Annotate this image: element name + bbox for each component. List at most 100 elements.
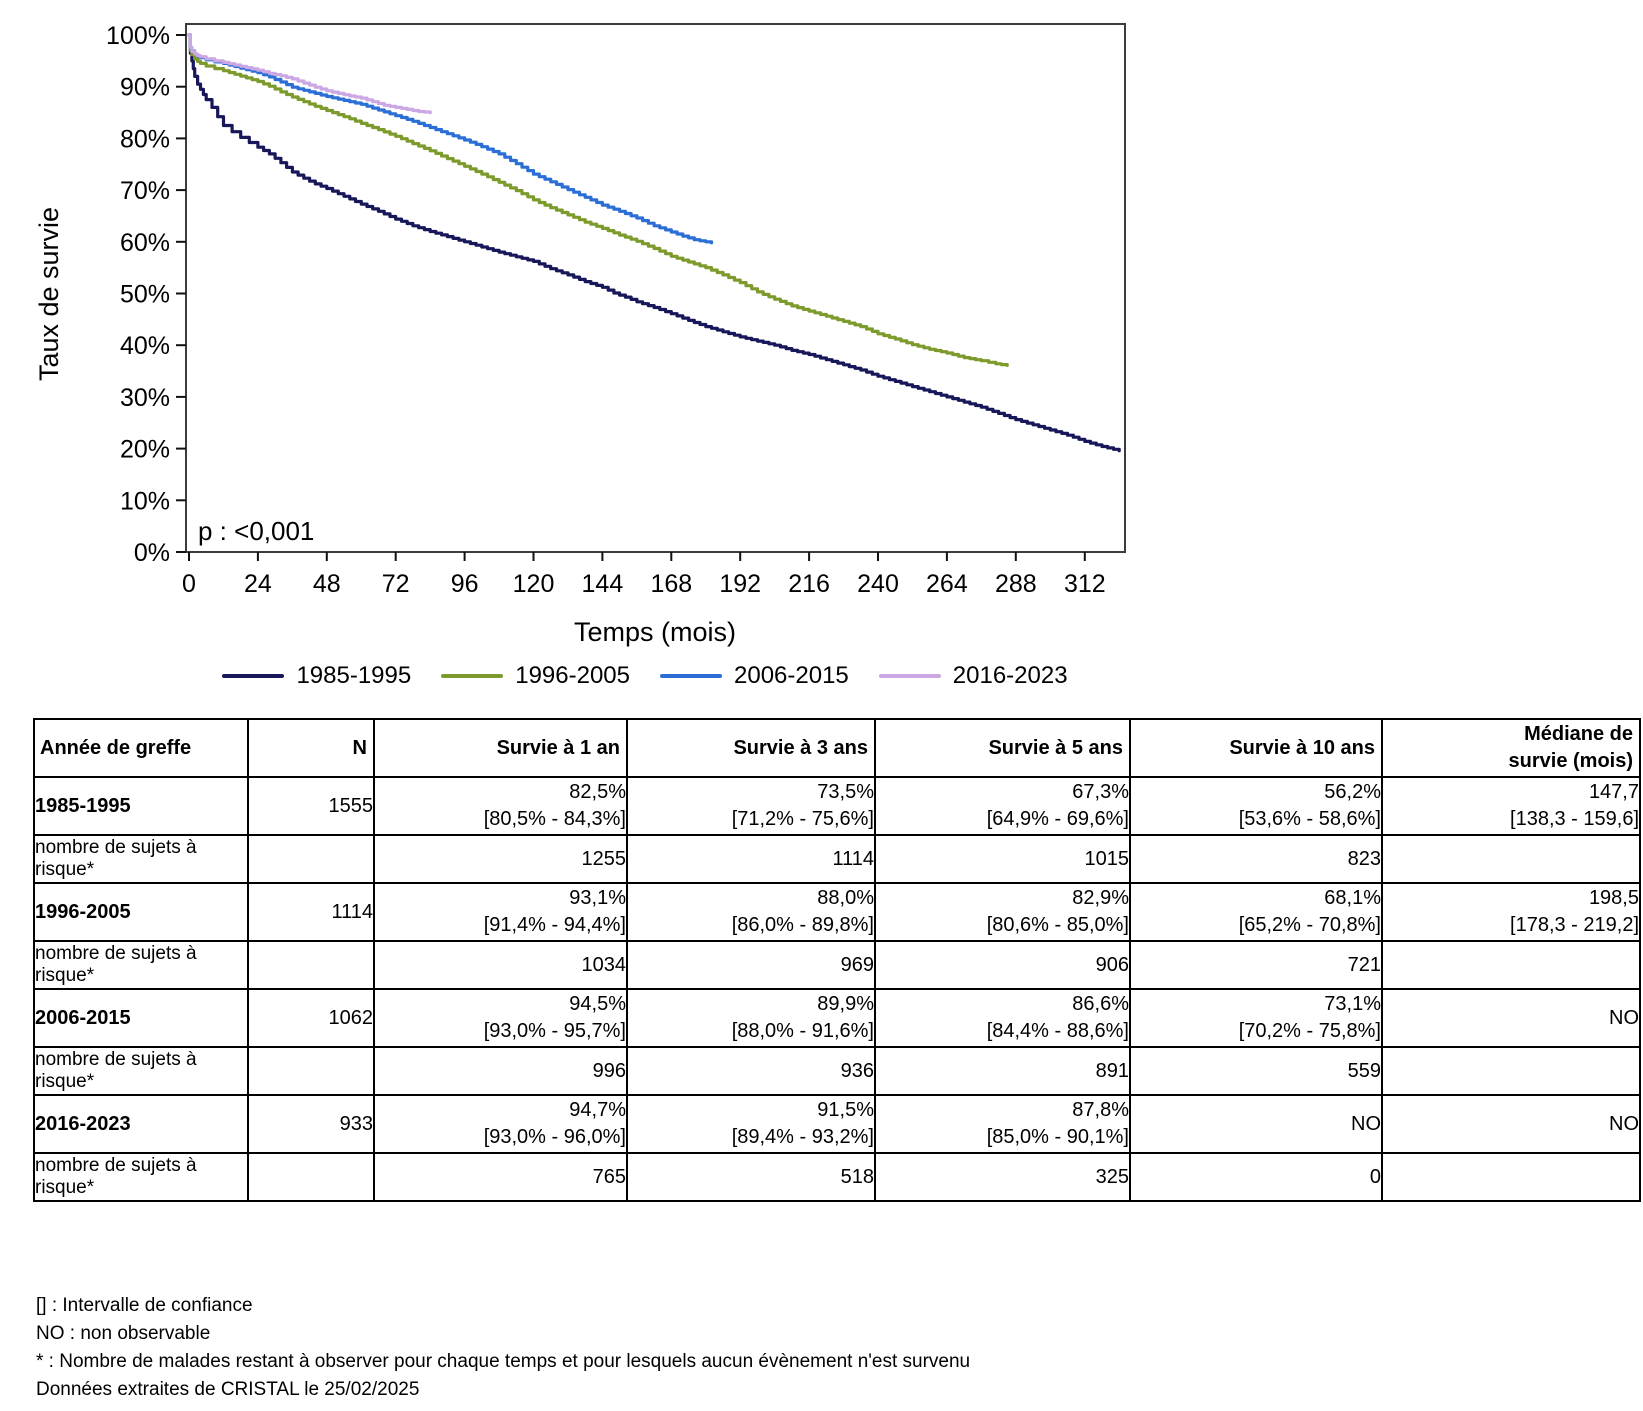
y-tick-label: 80% bbox=[120, 125, 170, 153]
cell-value: 147,7 bbox=[1588, 781, 1639, 803]
cell-risk-label: nombre de sujets à risque* bbox=[33, 1152, 249, 1202]
y-tick-label: 50% bbox=[120, 281, 170, 309]
x-tick-label: 216 bbox=[788, 570, 830, 598]
cell-survie-3ans: 88,0% [86,0% - 89,8%] bbox=[626, 882, 876, 942]
cell-confidence-interval: [80,6% - 85,0%] bbox=[986, 914, 1129, 936]
cell-value: 86,6% bbox=[1072, 993, 1129, 1015]
cell-confidence-interval: [70,2% - 75,8%] bbox=[1238, 1020, 1381, 1042]
cell-risk-1an: 1034 bbox=[373, 940, 628, 990]
plot-border bbox=[185, 23, 1126, 553]
col-header-mediane-line2: survie (mois) bbox=[1508, 750, 1633, 772]
cell-value: 82,9% bbox=[1072, 887, 1129, 909]
legend-item-2006-2015: 2006-2015 bbox=[660, 662, 849, 690]
cell-value: 73,5% bbox=[817, 781, 874, 803]
table-row-2006-2015: 2006-2015 1062 94,5% [93,0% - 95,7%] 89,9% [8… bbox=[33, 988, 1641, 1048]
x-tick-label: 264 bbox=[926, 570, 968, 598]
footnote-risk-definition: * : Nombre de malades restant à observer… bbox=[36, 1351, 971, 1372]
y-tick-label: 20% bbox=[120, 436, 170, 464]
cell-empty bbox=[247, 940, 375, 990]
chart-legend: 1985-1995 1996-2005 2006-2015 2016-2023 bbox=[0, 662, 1290, 690]
cell-risk-5ans: 906 bbox=[874, 940, 1131, 990]
cell-value: 91,5% bbox=[817, 1099, 874, 1121]
cell-empty bbox=[247, 1046, 375, 1096]
x-tick-label: 24 bbox=[244, 570, 272, 598]
x-tick-label: 192 bbox=[719, 570, 761, 598]
y-tick-label: 10% bbox=[120, 487, 170, 515]
legend-label: 1996-2005 bbox=[515, 662, 630, 689]
x-tick-label: 288 bbox=[995, 570, 1037, 598]
cell-survie-1an: 94,7% [93,0% - 96,0%] bbox=[373, 1094, 628, 1154]
cell-confidence-interval: [80,5% - 84,3%] bbox=[483, 808, 626, 830]
legend-item-1985-1995: 1985-1995 bbox=[222, 662, 411, 690]
cell-confidence-interval: [89,4% - 93,2%] bbox=[731, 1126, 874, 1148]
cell-value: 89,9% bbox=[817, 993, 874, 1015]
cell-cohort-label: 2016-2023 bbox=[33, 1094, 249, 1154]
col-header-survie-3ans: Survie à 3 ans bbox=[626, 718, 876, 778]
cell-empty bbox=[247, 834, 375, 884]
x-tick-label: 96 bbox=[451, 570, 479, 598]
col-header-mediane-line1: Médiane de bbox=[1524, 723, 1633, 745]
cell-survie-3ans: 91,5% [89,4% - 93,2%] bbox=[626, 1094, 876, 1154]
cell-risk-1an: 996 bbox=[373, 1046, 628, 1096]
cell-survie-3ans: 73,5% [71,2% - 75,6%] bbox=[626, 776, 876, 836]
legend-label: 1985-1995 bbox=[296, 662, 412, 689]
cell-risk-5ans: 325 bbox=[874, 1152, 1131, 1202]
y-tick-label: 70% bbox=[120, 177, 170, 205]
cell-risk-5ans: 891 bbox=[874, 1046, 1131, 1096]
cell-n: 1555 bbox=[247, 776, 375, 836]
cell-n: 1062 bbox=[247, 988, 375, 1048]
col-header-survie-10ans: Survie à 10 ans bbox=[1129, 718, 1383, 778]
cell-value: 73,1% bbox=[1324, 993, 1381, 1015]
y-axis-title: Taux de survie bbox=[34, 207, 64, 381]
cell-confidence-interval: [84,4% - 88,6%] bbox=[986, 1020, 1129, 1042]
footnote-data-source: Données extraites de CRISTAL le 25/02/20… bbox=[36, 1379, 420, 1400]
cell-survie-5ans: 82,9% [80,6% - 85,0%] bbox=[874, 882, 1131, 942]
cell-confidence-interval: [64,9% - 69,6%] bbox=[986, 808, 1129, 830]
cell-mediane: NO bbox=[1381, 988, 1641, 1048]
table-header-row: Année de greffe N Survie à 1 an Survie à… bbox=[33, 718, 1641, 778]
col-header-mediane: Médiane de survie (mois) bbox=[1381, 718, 1641, 778]
x-tick-label: 144 bbox=[582, 570, 624, 598]
survival-curves bbox=[187, 33, 1121, 453]
col-header-survie-5ans: Survie à 5 ans bbox=[874, 718, 1131, 778]
cell-risk-10ans: 559 bbox=[1129, 1046, 1383, 1096]
cell-cohort-label: 1985-1995 bbox=[33, 776, 249, 836]
cell-value: 67,3% bbox=[1072, 781, 1129, 803]
cell-risk-3ans: 518 bbox=[626, 1152, 876, 1202]
cell-confidence-interval: [85,0% - 90,1%] bbox=[986, 1126, 1129, 1148]
table-row-risk-1985-1995: nombre de sujets à risque* 1255 1114 1015 82… bbox=[33, 834, 1641, 884]
y-tick-label: 60% bbox=[120, 229, 170, 257]
cell-value: 56,2% bbox=[1324, 781, 1381, 803]
cell-n: 1114 bbox=[247, 882, 375, 942]
cell-survie-10ans: NO bbox=[1129, 1094, 1383, 1154]
cell-survie-1an: 93,1% [91,4% - 94,4%] bbox=[373, 882, 628, 942]
legend-line-1996-2005-icon bbox=[441, 674, 504, 678]
col-header-n: N bbox=[247, 718, 375, 778]
cell-confidence-interval: [138,3 - 159,6] bbox=[1510, 808, 1639, 830]
cell-value: 94,7% bbox=[569, 1099, 626, 1121]
cell-survie-5ans: 67,3% [64,9% - 69,6%] bbox=[874, 776, 1131, 836]
survival-curve-2016-2023 bbox=[187, 33, 432, 115]
cell-value: 87,8% bbox=[1072, 1099, 1129, 1121]
x-axis-title: Temps (mois) bbox=[574, 617, 736, 647]
y-tick-label: 100% bbox=[106, 22, 170, 50]
cell-risk-3ans: 1114 bbox=[626, 834, 876, 884]
cell-confidence-interval: [53,6% - 58,6%] bbox=[1238, 808, 1381, 830]
table-row-risk-2006-2015: nombre de sujets à risque* 996 936 891 559 bbox=[33, 1046, 1641, 1096]
cell-risk-10ans: 721 bbox=[1129, 940, 1383, 990]
cell-risk-label: nombre de sujets à risque* bbox=[33, 1046, 249, 1096]
survival-chart: 0% 10% 20% 30% 40% 50% 60% 70% 80% 90% 100% 0 24 48 7… bbox=[34, 22, 1126, 647]
cell-risk-3ans: 969 bbox=[626, 940, 876, 990]
legend-line-2016-2023-icon bbox=[878, 674, 941, 678]
footnote-non-observable: NO : non observable bbox=[36, 1323, 211, 1344]
legend-line-1985-1995-icon bbox=[222, 674, 285, 678]
survival-curve-1996-2005 bbox=[187, 33, 1009, 367]
legend-label: 2016-2023 bbox=[952, 662, 1068, 689]
legend-item-2016-2023: 2016-2023 bbox=[878, 662, 1068, 690]
cell-risk-10ans: 823 bbox=[1129, 834, 1383, 884]
footnote-confidence-interval: [] : Intervalle de confiance bbox=[36, 1295, 253, 1316]
cell-cohort-label: 2006-2015 bbox=[33, 988, 249, 1048]
table-row-1996-2005: 1996-2005 1114 93,1% [91,4% - 94,4%] 88,0% [8… bbox=[33, 882, 1641, 942]
cell-risk-10ans: 0 bbox=[1129, 1152, 1383, 1202]
